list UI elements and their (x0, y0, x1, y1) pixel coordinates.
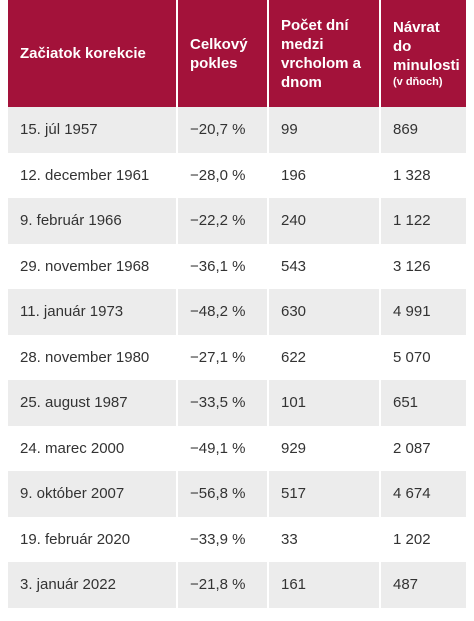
table-cell: −33,9 % (176, 516, 268, 562)
table-cell: −28,0 % (176, 152, 268, 198)
table-row: 9. február 1966 −22,2 % 240 1 122 (8, 198, 466, 244)
table-body: 15. júl 1957 −20,7 % 99 869 12. december 196… (8, 107, 466, 608)
data-table: Začiatok korekcie Celkový pokles Počet dní… (8, 0, 466, 608)
table-cell: 651 (379, 380, 466, 426)
table-cell: 240 (267, 198, 380, 244)
header-row: Začiatok korekcie Celkový pokles Počet dní… (8, 0, 466, 107)
header-text: Začiatok korekcie (20, 45, 146, 62)
table-cell: 543 (267, 243, 380, 289)
table-cell: 12. december 1961 (8, 152, 177, 198)
header-cell: Návrat do minulosti (v dňoch) (379, 0, 466, 107)
table-cell: −49,1 % (176, 425, 268, 471)
table-row: 12. december 1961 −28,0 % 196 1 328 (8, 152, 466, 198)
table-cell: 487 (379, 562, 466, 608)
table-row: 28. november 1980 −27,1 % 622 5 070 (8, 334, 466, 380)
table-cell: 1 122 (379, 198, 466, 244)
table-cell: 2 087 (379, 425, 466, 471)
table-cell: 869 (379, 107, 466, 153)
table-cell: −27,1 % (176, 334, 268, 380)
table-cell: 5 070 (379, 334, 466, 380)
header-note: (v dňoch) (393, 75, 443, 88)
table-cell: 517 (267, 471, 380, 517)
header-cell: Začiatok korekcie (8, 0, 177, 107)
table-cell: 24. marec 2000 (8, 425, 177, 471)
table-cell: 28. november 1980 (8, 334, 177, 380)
table-cell: 196 (267, 152, 380, 198)
header-text: Celkový pokles (190, 35, 248, 72)
table-row: 24. marec 2000 −49,1 % 929 2 087 (8, 425, 466, 471)
table-cell: 3 126 (379, 243, 466, 289)
table-cell: 630 (267, 289, 380, 335)
table-row: 9. október 2007 −56,8 % 517 4 674 (8, 471, 466, 517)
table-row: 25. august 1987 −33,5 % 101 651 (8, 380, 466, 426)
table-row: 15. júl 1957 −20,7 % 99 869 (8, 107, 466, 153)
table-cell: −22,2 % (176, 198, 268, 244)
table-cell: −36,1 % (176, 243, 268, 289)
table-cell: 1 328 (379, 152, 466, 198)
table-cell: 9. február 1966 (8, 198, 177, 244)
table-cell: 19. február 2020 (8, 516, 177, 562)
header-cell: Celkový pokles (176, 0, 268, 107)
table-cell: −48,2 % (176, 289, 268, 335)
table-cell: 15. júl 1957 (8, 107, 177, 153)
table-cell: −20,7 % (176, 107, 268, 153)
table-cell: 1 202 (379, 516, 466, 562)
table-cell: 11. január 1973 (8, 289, 177, 335)
table-cell: 161 (267, 562, 380, 608)
table-cell: 9. október 2007 (8, 471, 177, 517)
table-row: 29. november 1968 −36,1 % 543 3 126 (8, 243, 466, 289)
table-cell: 101 (267, 380, 380, 426)
table-row: 19. február 2020 −33,9 % 33 1 202 (8, 516, 466, 562)
table-cell: 4 991 (379, 289, 466, 335)
table-cell: 29. november 1968 (8, 243, 177, 289)
table-cell: 4 674 (379, 471, 466, 517)
table-cell: −21,8 % (176, 562, 268, 608)
header-cell: Počet dní medzi vrcholom a dnom (267, 0, 380, 107)
table-cell: 929 (267, 425, 380, 471)
table-cell: −33,5 % (176, 380, 268, 426)
table-row: 3. január 2022 −21,8 % 161 487 (8, 562, 466, 608)
header-text: Počet dní medzi vrcholom a dnom (281, 16, 362, 91)
table-cell: 3. január 2022 (8, 562, 177, 608)
table-header: Začiatok korekcie Celkový pokles Počet dní… (8, 0, 466, 107)
table-cell: 99 (267, 107, 380, 153)
table-row: 11. január 1973 −48,2 % 630 4 991 (8, 289, 466, 335)
header-text: Návrat do minulosti (393, 18, 460, 74)
table-cell: −56,8 % (176, 471, 268, 517)
table-cell: 25. august 1987 (8, 380, 177, 426)
table-cell: 622 (267, 334, 380, 380)
table-cell: 33 (267, 516, 380, 562)
